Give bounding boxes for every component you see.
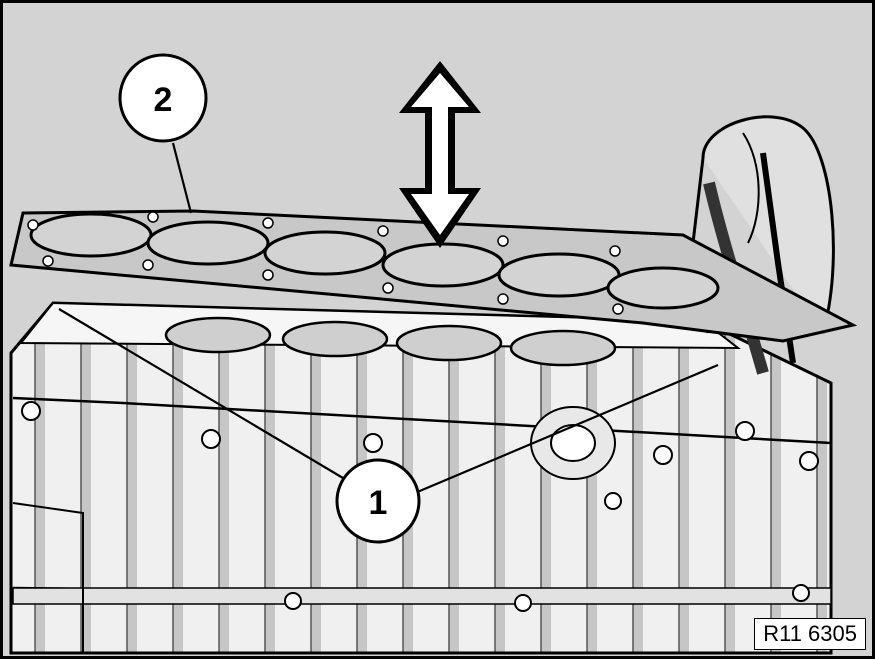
bolt-holes [21, 401, 819, 612]
engine-block [9, 301, 833, 655]
leader-line-callout-1-right [414, 363, 719, 495]
callout-1: 1 [335, 458, 421, 544]
leader-line-callout-2 [171, 142, 193, 214]
callout-2-label: 2 [154, 81, 173, 119]
callout-1-label: 1 [369, 484, 388, 522]
gasket-bores [29, 212, 720, 310]
cylinder-bores [164, 316, 617, 367]
leader-line-callout-1-left [58, 308, 349, 482]
figure-reference-label: R11 6305 [754, 618, 866, 650]
up-down-arrow-icon [399, 61, 481, 248]
cylinder-bore [281, 320, 389, 358]
callout-2: 2 [118, 53, 208, 143]
leader-lines [58, 142, 719, 495]
cylinder-bore [395, 324, 503, 362]
technical-illustration: 2 1 [9, 53, 858, 655]
cylinder-bore [164, 316, 272, 354]
head-gasket [9, 209, 858, 343]
cylinder-bore [509, 329, 617, 367]
